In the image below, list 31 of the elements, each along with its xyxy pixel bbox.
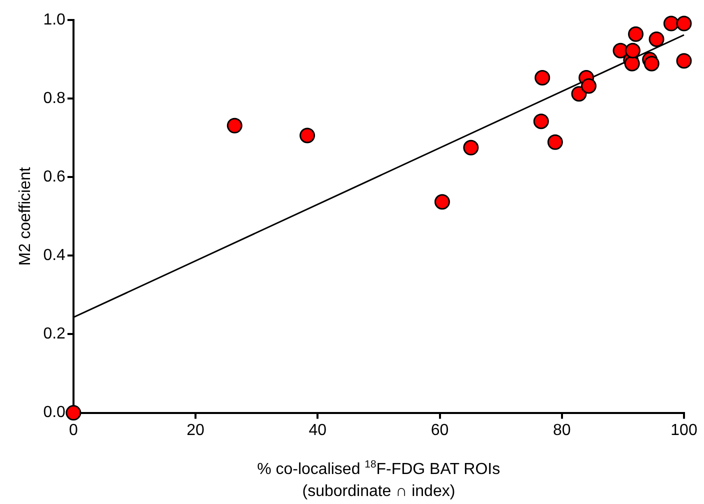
y-tick-label: 1.0 — [43, 11, 66, 28]
point — [676, 53, 692, 69]
point — [226, 118, 242, 134]
point — [300, 128, 316, 144]
point — [624, 42, 640, 58]
x-tick-label: 80 — [552, 422, 571, 439]
x-tick-label: 20 — [186, 422, 205, 439]
point — [463, 140, 479, 156]
x-tick-label: 60 — [430, 422, 449, 439]
point — [648, 31, 664, 47]
point — [534, 70, 550, 86]
point — [581, 78, 597, 94]
y-tick-label: 0.8 — [43, 90, 66, 107]
point — [434, 194, 450, 210]
y-axis-title: M2 coefficient — [17, 166, 34, 266]
point — [571, 86, 587, 102]
point — [624, 56, 640, 72]
x-tick-label: 0 — [68, 422, 78, 439]
x-tick-label: 100 — [670, 422, 698, 439]
y-tick-label: 0.2 — [43, 326, 66, 343]
point — [644, 56, 660, 72]
y-tick-label: 0.4 — [43, 247, 66, 264]
point — [628, 26, 644, 42]
y-tick-label: 0.0 — [43, 404, 66, 422]
point — [663, 16, 679, 32]
point — [547, 134, 563, 150]
point — [66, 405, 82, 421]
point — [533, 114, 549, 130]
y-tick-label: 0.6 — [43, 168, 66, 186]
x-tick-label: 40 — [308, 422, 327, 439]
point — [676, 16, 692, 32]
